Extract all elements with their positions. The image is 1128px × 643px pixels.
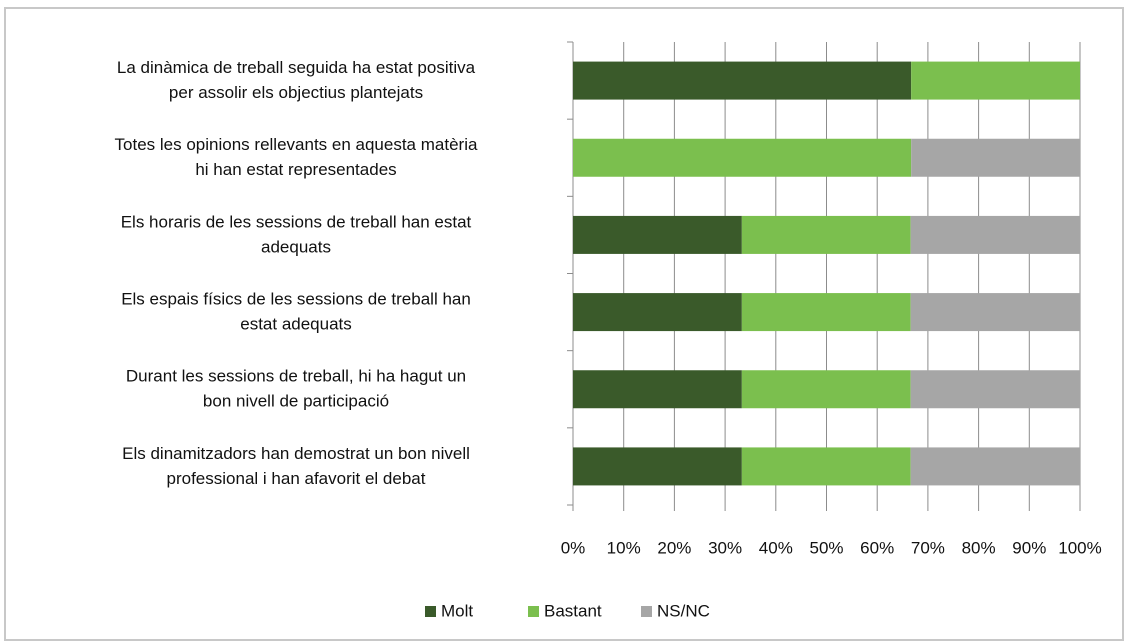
x-tick-label: 70% — [911, 538, 945, 557]
legend-label: NS/NC — [657, 601, 710, 620]
y-tick-label: Durant les sessions de treball, hi ha ha… — [126, 367, 466, 386]
y-tick-label: Els horaris de les sessions de treball h… — [121, 212, 472, 231]
bar-segment — [911, 61, 1080, 100]
bar-segment — [911, 138, 1080, 177]
x-tick-label: 80% — [962, 538, 996, 557]
y-tick-label: Els dinamitzadors han demostrat un bon n… — [122, 444, 470, 463]
x-tick-label: 10% — [607, 538, 641, 557]
legend-label: Bastant — [544, 601, 602, 620]
x-tick-label: 40% — [759, 538, 793, 557]
bar-segment — [573, 293, 742, 332]
bar-segment — [910, 447, 1080, 486]
bar-segment — [573, 370, 742, 409]
legend-label: Molt — [441, 601, 473, 620]
x-tick-label: 60% — [860, 538, 894, 557]
bar-segment — [910, 370, 1080, 409]
bar-segment — [573, 61, 912, 100]
x-tick-label: 90% — [1012, 538, 1046, 557]
y-tick-label: Totes les opinions rellevants en aquesta… — [115, 135, 478, 154]
y-tick-label: per assolir els objectius plantejats — [169, 83, 423, 102]
y-tick-label: estat adequats — [240, 315, 352, 334]
legend-swatch — [528, 606, 539, 617]
y-tick-label: professional i han afavorit el debat — [167, 469, 426, 488]
y-tick-label: La dinàmica de treball seguida ha estat … — [117, 58, 476, 77]
x-tick-label: 30% — [708, 538, 742, 557]
bar-segment — [910, 293, 1080, 332]
x-tick-label: 20% — [657, 538, 691, 557]
bar-segment — [741, 370, 911, 409]
bar-segment — [910, 215, 1080, 254]
x-tick-label: 50% — [809, 538, 843, 557]
legend-swatch — [641, 606, 652, 617]
bar-segment — [741, 293, 911, 332]
y-tick-label: Els espais físics de les sessions de tre… — [121, 290, 471, 309]
x-tick-label: 100% — [1058, 538, 1101, 557]
y-tick-label: adequats — [261, 237, 331, 256]
bar-segment — [741, 447, 911, 486]
legend-swatch — [425, 606, 436, 617]
x-tick-label: 0% — [561, 538, 586, 557]
bar-segment — [741, 215, 911, 254]
bar-segment — [573, 215, 742, 254]
y-tick-label: bon nivell de participació — [203, 392, 389, 411]
bar-segment — [573, 138, 912, 177]
bar-segment — [573, 447, 742, 486]
y-tick-label: hi han estat representades — [195, 160, 396, 179]
